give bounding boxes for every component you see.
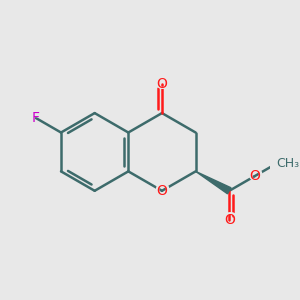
Text: F: F (32, 111, 40, 125)
Text: O: O (249, 169, 260, 183)
Text: O: O (224, 213, 235, 227)
Text: O: O (157, 184, 167, 198)
Text: O: O (154, 75, 170, 93)
Text: O: O (222, 211, 237, 229)
Text: CH₃: CH₃ (276, 157, 299, 170)
Text: O: O (157, 77, 167, 91)
Text: O: O (154, 182, 170, 200)
Polygon shape (196, 171, 231, 194)
Text: O: O (247, 167, 262, 185)
Text: F: F (30, 109, 42, 127)
